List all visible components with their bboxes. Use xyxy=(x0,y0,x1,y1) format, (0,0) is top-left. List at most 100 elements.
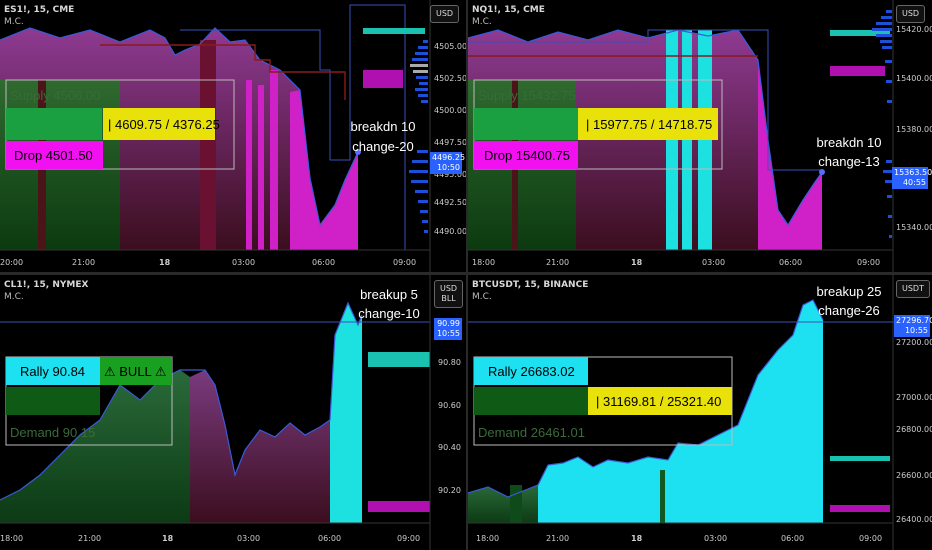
es-zone-mid-label: | 4609.75 / 4376.25 xyxy=(108,117,220,132)
es-header: ES1!, 15, CME M.C. xyxy=(4,4,74,28)
nq-time-tick: 09:00 xyxy=(857,258,880,267)
nq-upper-band xyxy=(468,29,822,171)
nq-magenta-marker xyxy=(830,66,885,76)
cl-currency: USD xyxy=(440,284,458,293)
cl-price-line xyxy=(0,301,363,501)
nq-currency-button[interactable]: USD xyxy=(896,5,926,23)
btc-zone-top-label: Rally 26683.02 xyxy=(488,364,575,379)
es-zone-yellow xyxy=(103,108,215,140)
nq-header: NQ1!, 15, CME M.C. xyxy=(472,4,545,28)
btc-time-tick: 21:00 xyxy=(546,534,569,543)
es-annotation-2: change-20 xyxy=(352,139,413,154)
nq-volume-profile xyxy=(872,10,892,238)
es-upper-band xyxy=(180,4,406,250)
es-symbol[interactable]: ES1!, 15, CME xyxy=(4,5,75,15)
btc-area-green xyxy=(468,485,538,523)
nq-teal-marker xyxy=(830,30,890,36)
es-currency-button[interactable]: USD xyxy=(430,5,460,23)
es-price-line xyxy=(0,27,359,227)
es-bar-2 xyxy=(200,40,216,250)
chart-pane-es[interactable]: Supply 4506.00 | 4609.75 / 4376.25 Drop … xyxy=(0,0,466,272)
es-time-tick: 21:00 xyxy=(72,258,95,267)
nq-last-price-tag: 15363.50 40:55 xyxy=(892,167,932,189)
btc-time-tick: 18 xyxy=(631,534,643,543)
es-time-tick: 09:00 xyxy=(393,258,416,267)
cl-time-tick: 21:00 xyxy=(78,534,101,543)
btc-dark-bar xyxy=(660,470,665,523)
nq-magenta-tail xyxy=(758,60,822,250)
es-teal-marker xyxy=(363,28,425,34)
cl-last-price-tag: 90.99 10:55 xyxy=(434,318,462,340)
cl-symbol[interactable]: CL1!, 15, NYMEX xyxy=(4,280,89,290)
cl-indicator[interactable]: M.C. xyxy=(4,292,24,302)
cl-magenta-marker xyxy=(368,501,430,512)
btc-magenta-marker xyxy=(830,505,890,512)
cl-currency-button[interactable]: USD BLL xyxy=(434,280,464,308)
cl-cyan-tail xyxy=(330,303,362,523)
cl-time-tick: 09:00 xyxy=(397,534,420,543)
nq-time-tick: 21:00 xyxy=(546,258,569,267)
es-price-tick: 4502.50 xyxy=(434,74,466,83)
cl-zone-top-label: Rally 90.84 xyxy=(20,364,85,379)
btc-price-tick: 26400.00 xyxy=(896,515,932,524)
btc-area-cyan xyxy=(538,300,823,523)
cl-last-time: 10:55 xyxy=(436,329,460,338)
nq-last-price: 15363.50 xyxy=(894,168,932,177)
cl-last-price: 90.99 xyxy=(437,319,460,328)
cl-time-tick: 18 xyxy=(162,534,174,543)
btc-currency-button[interactable]: USDT xyxy=(896,280,930,298)
chart-pane-btc[interactable]: Rally 26683.02 | 31169.81 / 25321.40 Dem… xyxy=(468,275,932,550)
nq-time-tick: 06:00 xyxy=(779,258,802,267)
cl-zone-darkgreen xyxy=(6,387,100,415)
es-time-tick: 03:00 xyxy=(232,258,255,267)
es-last-point xyxy=(355,149,361,155)
btc-price-line xyxy=(468,299,824,498)
chart-pane-nq[interactable]: Supply 15432.75 | 15977.75 / 14718.75 Dr… xyxy=(468,0,932,272)
pane-divider-horizontal[interactable] xyxy=(0,272,932,275)
pane-divider-vertical[interactable] xyxy=(466,0,468,550)
nq-annotation-1: breakdn 10 xyxy=(816,135,881,150)
es-price-tick: 4492.50 xyxy=(434,198,466,207)
btc-time-tick: 03:00 xyxy=(704,534,727,543)
btc-last-price: 27296.70 xyxy=(896,316,932,325)
btc-last-price-tag: 27296.70 10:55 xyxy=(894,315,932,337)
nq-symbol[interactable]: NQ1!, 15, CME xyxy=(472,5,545,15)
cl-area-green xyxy=(0,370,190,523)
nq-price-tick: 15420.00 xyxy=(896,25,932,34)
cl-annotation-1: breakup 5 xyxy=(360,287,418,302)
btc-annotation-2: change-26 xyxy=(818,303,879,318)
cl-zone-cyan xyxy=(6,357,100,385)
es-zone-top-label: Supply 4506.00 xyxy=(10,88,100,103)
nq-zone-bot-label: Drop 15400.75 xyxy=(484,148,570,163)
nq-price-tick: 15380.00 xyxy=(896,125,932,134)
es-last-price: 4496.25 xyxy=(432,153,466,162)
es-zone-green xyxy=(6,108,102,140)
btc-symbol[interactable]: BTCUSDT, 15, BINANCE xyxy=(472,280,589,290)
btc-indicator[interactable]: M.C. xyxy=(472,292,492,302)
es-price-tick: 4495.00 xyxy=(434,170,466,179)
chart-svg-btc: Rally 26683.02 | 31169.81 / 25321.40 Dem… xyxy=(468,275,932,550)
btc-last-time: 10:55 xyxy=(904,326,928,335)
nq-time-tick: 03:00 xyxy=(702,258,725,267)
es-price-tick: 4505.00 xyxy=(434,42,466,51)
nq-zone-mid-label: | 15977.75 / 14718.75 xyxy=(586,117,712,132)
cl-annotation-2: change-10 xyxy=(358,306,419,321)
es-last-price-tag: 4496.25 10:50 xyxy=(430,152,466,174)
es-time-tick: 18 xyxy=(159,258,171,267)
cl-price-tick: 90.80 xyxy=(438,358,461,367)
btc-zone-bot-label: Demand 26461.01 xyxy=(478,425,585,440)
nq-time-tick: 18:00 xyxy=(472,258,495,267)
es-price-tick: 4500.00 xyxy=(434,106,466,115)
cl-header: CL1!, 15, NYMEX M.C. xyxy=(4,279,88,303)
btc-header: BTCUSDT, 15, BINANCE M.C. xyxy=(472,279,588,303)
nq-zone-yellow xyxy=(578,108,718,140)
nq-price-tick: 15400.00 xyxy=(896,74,932,83)
cl-zone-bull xyxy=(100,357,172,385)
nq-price-tick: 15340.00 xyxy=(896,223,932,232)
nq-zone-magenta xyxy=(474,141,578,169)
cl-teal-marker xyxy=(368,352,430,367)
es-indicator[interactable]: M.C. xyxy=(4,17,24,27)
nq-indicator[interactable]: M.C. xyxy=(472,17,492,27)
nq-annotation-2: change-13 xyxy=(818,154,879,169)
chart-pane-cl[interactable]: Rally 90.84 ⚠ BULL ⚠ Demand 90.15 breaku… xyxy=(0,275,466,550)
